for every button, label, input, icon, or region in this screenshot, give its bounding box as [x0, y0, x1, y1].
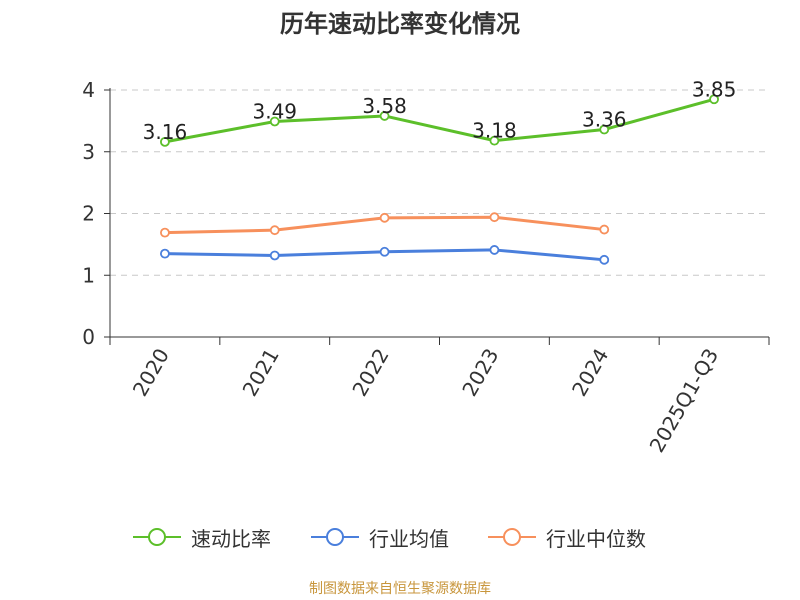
data-label-2021: 3.49	[252, 99, 297, 123]
source-note: 制图数据来自恒生聚源数据库	[309, 581, 491, 597]
point-s2-2021	[269, 225, 280, 236]
point-s0-2020	[160, 136, 170, 147]
x-tick-label-2023: 2023	[457, 344, 503, 400]
point-s0-2022	[379, 111, 390, 121]
data-label-2025Q1-Q3: 3.85	[692, 77, 737, 101]
point-s0-2024	[599, 124, 610, 135]
legend-label-industry-median: 行业中位数	[546, 526, 646, 551]
point-s1-2022	[379, 246, 390, 257]
data-label-2020: 3.16	[143, 120, 188, 144]
point-s0-2023	[489, 135, 500, 146]
x-tick-label-2020: 2020	[128, 344, 174, 400]
chart-title: 历年速动比率变化情况	[280, 10, 520, 38]
y-tick-label-2: 2	[82, 202, 95, 226]
data-label-2023: 3.18	[472, 119, 517, 143]
point-s0-2025Q1-Q3	[709, 94, 719, 105]
point-s1-2023	[489, 245, 500, 255]
legend-item-industry-median[interactable]: 行业中位数	[488, 520, 646, 554]
x-tick-label-2024: 2024	[567, 344, 613, 400]
y-tick-label-1: 1	[82, 263, 95, 287]
legend-marker-industry-mean	[311, 528, 359, 546]
point-s2-2023	[489, 212, 500, 223]
legend-marker-industry-median	[488, 528, 536, 546]
legend: 速动比率 行业均值 行业中位数	[0, 520, 800, 554]
point-s1-2020	[160, 248, 170, 259]
point-s1-2024	[599, 254, 610, 265]
point-s2-2022	[379, 212, 390, 223]
x-tick-label-2025Q1-Q3: 2025Q1-Q3	[645, 344, 724, 456]
series-line-0	[164, 97, 715, 144]
legend-label-quick-ratio: 速动比率	[191, 526, 271, 551]
y-tick-label-4: 4	[82, 78, 95, 102]
legend-label-industry-mean: 行业均值	[369, 526, 449, 551]
point-s2-2020	[160, 227, 170, 238]
legend-item-industry-mean[interactable]: 行业均值	[311, 520, 449, 554]
point-s2-2024	[599, 224, 610, 235]
data-label-2024: 3.36	[582, 108, 627, 132]
point-s1-2021	[269, 250, 280, 261]
legend-item-quick-ratio[interactable]: 速动比率	[133, 520, 271, 554]
data-label-2022: 3.58	[362, 94, 407, 118]
legend-marker-quick-ratio	[133, 528, 181, 546]
y-tick-label-3: 3	[82, 140, 95, 164]
x-tick-label-2022: 2022	[347, 344, 393, 400]
point-s0-2021	[269, 116, 280, 127]
y-tick-label-0: 0	[82, 325, 95, 349]
x-tick-label-2021: 2021	[238, 344, 284, 400]
